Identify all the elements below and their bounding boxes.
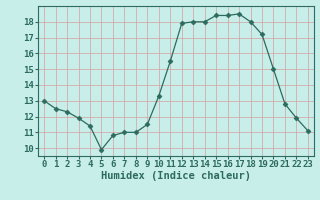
X-axis label: Humidex (Indice chaleur): Humidex (Indice chaleur) [101, 171, 251, 181]
